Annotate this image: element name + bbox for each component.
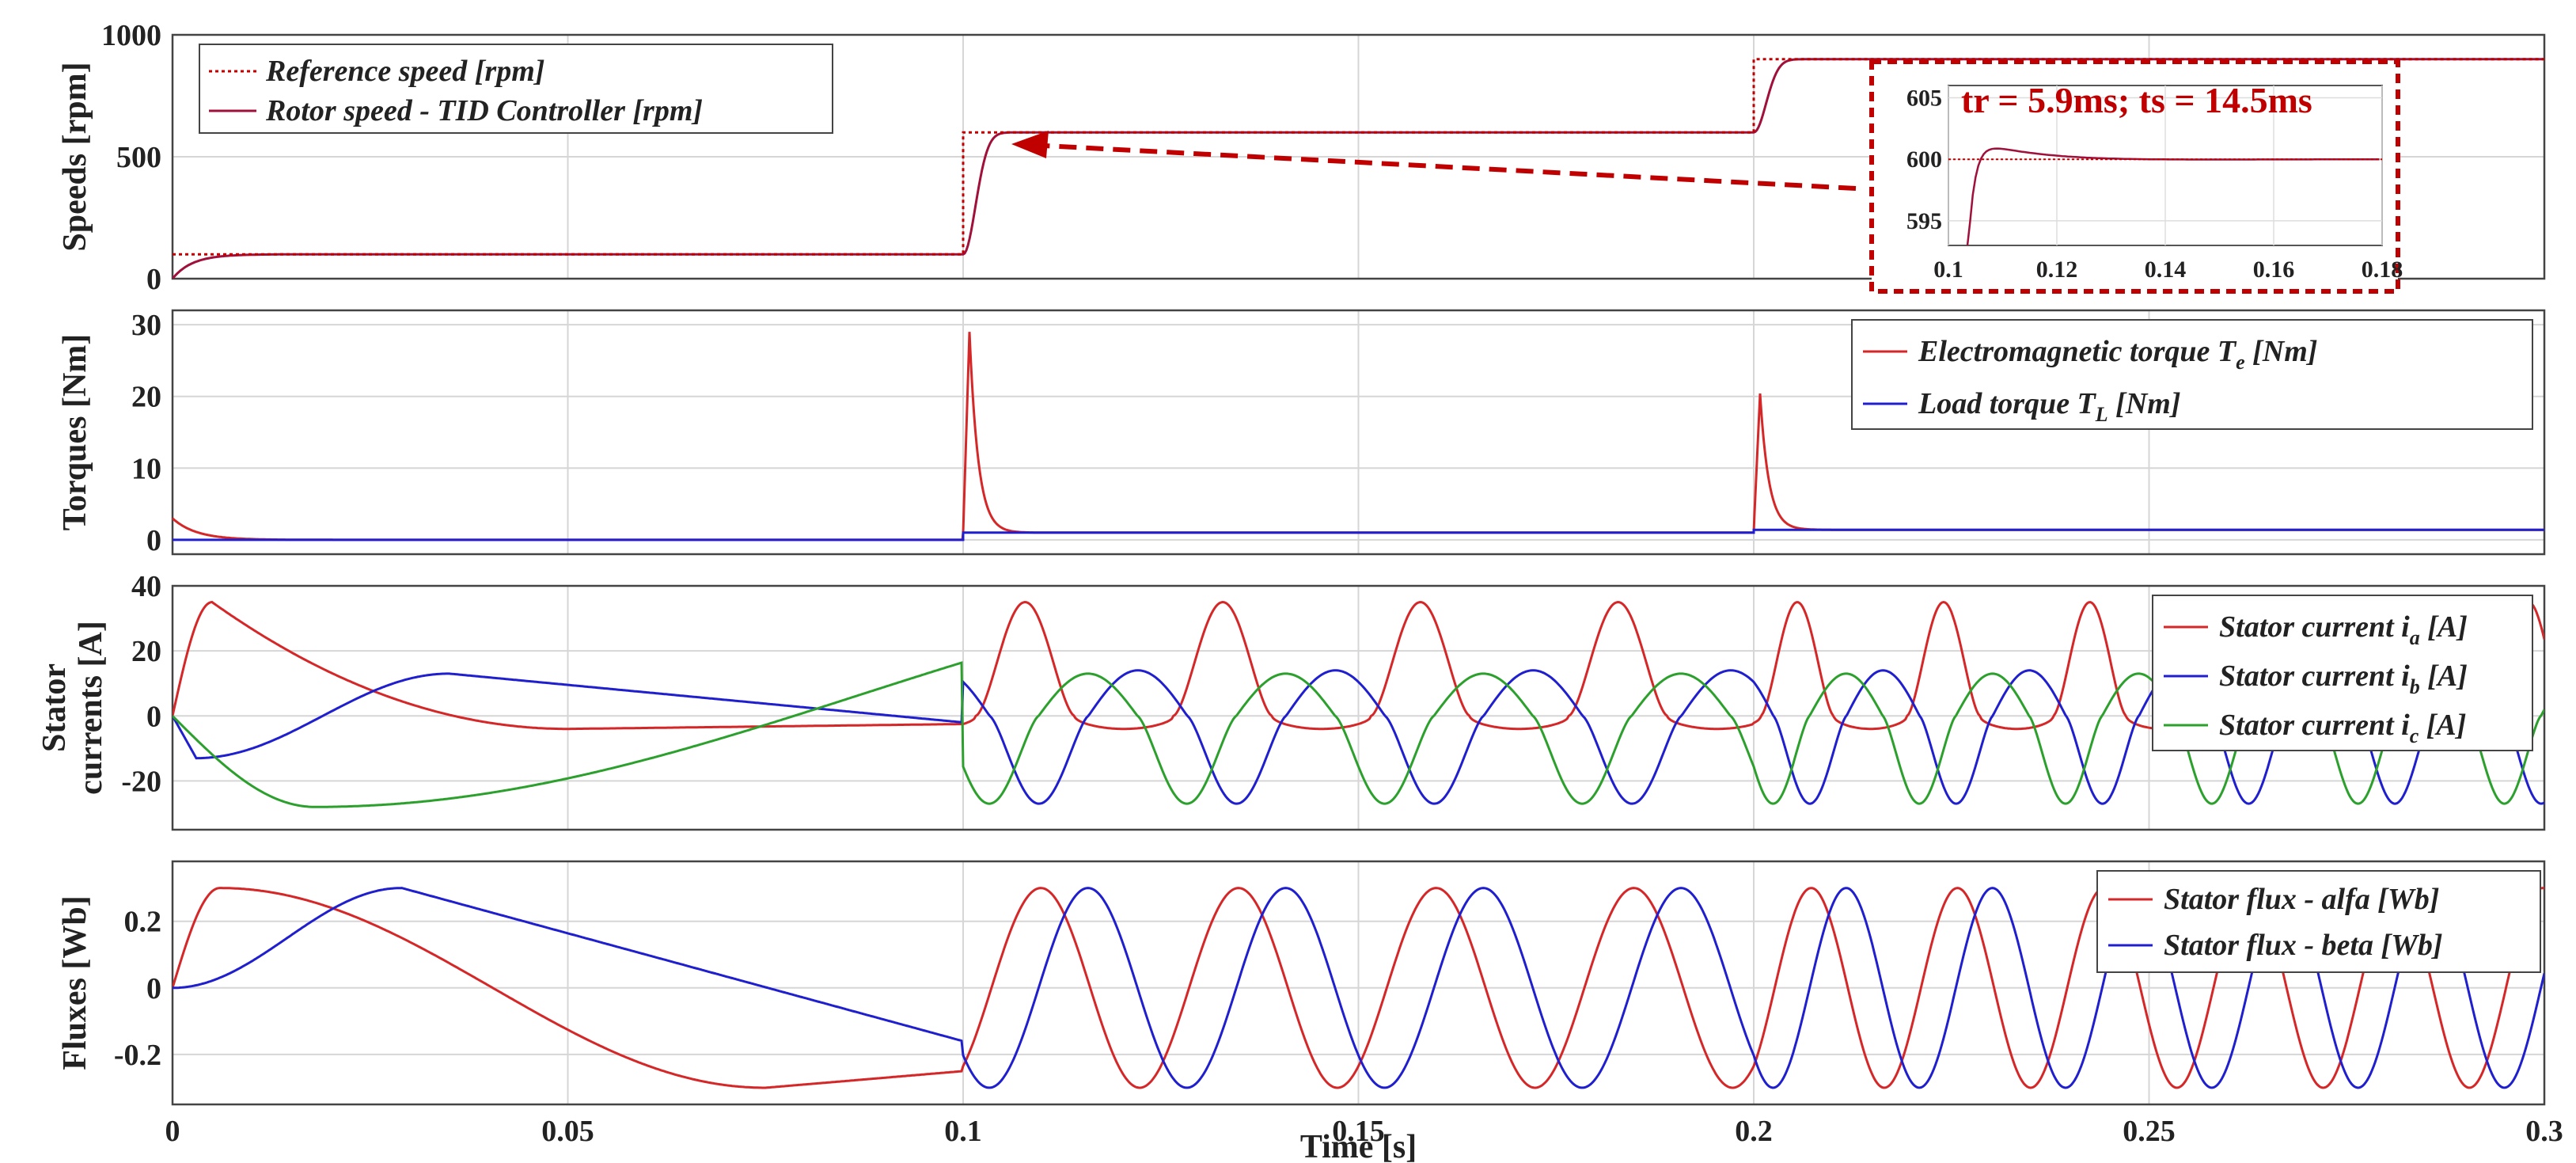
legend-label: Stator current ia [A] [2219,610,2468,649]
series-line-load-torque [173,528,2544,542]
y-tick-label: 20 [131,381,161,414]
axes-box [171,309,2546,556]
y-tick-label: 30 [131,309,161,342]
legend-box [2152,595,2533,751]
legend-box [199,44,833,134]
legend-label: Stator current ib [A] [2219,659,2468,698]
legend-unit: [Nm] [2245,335,2318,368]
axes-box [171,33,2546,280]
inset-x-tick-label: 0.12 [2036,257,2078,283]
legend-label: Stator current ic [A] [2219,709,2466,747]
legend-subscript: a [2410,626,2420,649]
x-tick-label: 0.05 [541,1115,594,1148]
annotation-arrowhead [1011,131,1049,158]
current-subplot: -20 0 20 40 Stator currents [A] Stator current… [36,570,2546,831]
y-tick-label: 10 [131,452,161,485]
inset-y-tick-label: 600 [1906,146,1942,173]
x-axis-label: Time [s] [1300,1129,1417,1163]
y-tick-label: 0.2 [124,906,162,939]
series-line-stator-current [173,600,2544,731]
inset-x-tick-label: 0.16 [2253,257,2295,283]
legend-label: Stator flux - beta [Wb] [2164,929,2443,962]
legend-unit: [A] [2420,610,2468,644]
inset-x-tick-label: 0.1 [1933,257,1963,283]
y-tick-label: -20 [121,765,161,798]
y-axis-label: Torques [Nm] [57,334,93,531]
legend-subscript: e [2236,351,2245,374]
y-tick-label: 1000 [101,19,161,52]
y-tick-label: 20 [131,635,161,668]
torque-subplot: 0 10 20 30 Torques [Nm] Electromagnetic torqu… [57,309,2546,557]
inset-annotation: tr = 5.9ms; ts = 14.5ms [1961,80,2312,120]
legend-label: Reference speed [rpm] [265,55,544,88]
y-tick-label: 0 [146,972,161,1005]
y-tick-label: 500 [116,141,161,174]
legend-label: Load torque TL [Nm] [1918,387,2180,426]
y-tick-label: -0.2 [114,1039,161,1072]
legend-label: Rotor speed - TID Controller [rpm] [265,94,703,127]
series-line-reference-speed [173,58,2544,256]
x-tick-label: 0.15 [1332,1115,1385,1148]
legend-unit: [A] [2419,709,2466,742]
y-axis-label: Stator [36,663,73,752]
inset-y-tick-label: 605 [1906,86,1942,112]
legend-subscript: L [2095,403,2108,426]
inset-y-tick-label: 595 [1906,208,1942,234]
legend-subscript: b [2410,675,2420,698]
inset-x-tick-label: 0.14 [2145,257,2187,283]
series-line-stator-flux [173,887,2544,1089]
y-axis-label: Fluxes [Wb] [57,895,93,1070]
x-tick-label: 0.2 [1735,1115,1773,1148]
series-line-stator-current [173,661,2544,808]
annotation-arrow [1028,143,1857,191]
legend-label: Electromagnetic torque Te [Nm] [1918,335,2317,374]
axes-box [171,584,2546,831]
legend-subscript: c [2410,724,2419,747]
y-tick-label: 0 [146,263,161,296]
x-tick-label: 0.1 [944,1115,982,1148]
legend-unit: [A] [2420,659,2468,693]
flux-subplot: -0.2 0 0.2 Fluxes [Wb] Stator flux - alfa [W… [57,860,2563,1148]
legend-label: Stator flux - alfa [Wb] [2164,883,2439,916]
x-tick-label: 0.25 [2123,1115,2176,1148]
y-tick-label: 0 [146,524,161,557]
y-tick-label: 0 [146,700,161,733]
legend-unit: [Nm] [2108,387,2181,420]
axes-box [171,860,2546,1106]
legend-box [2096,870,2541,973]
inset-x-tick-label: 0.18 [2362,257,2403,283]
x-tick-label: 0 [165,1115,180,1148]
series-line-stator-current [173,669,2544,805]
x-tick-label: 0.3 [2525,1115,2563,1148]
y-tick-label: 40 [131,570,161,603]
legend-box [1851,319,2533,430]
y-axis-label: currents [A] [73,621,109,795]
y-axis-label: Speeds [rpm] [57,62,93,251]
